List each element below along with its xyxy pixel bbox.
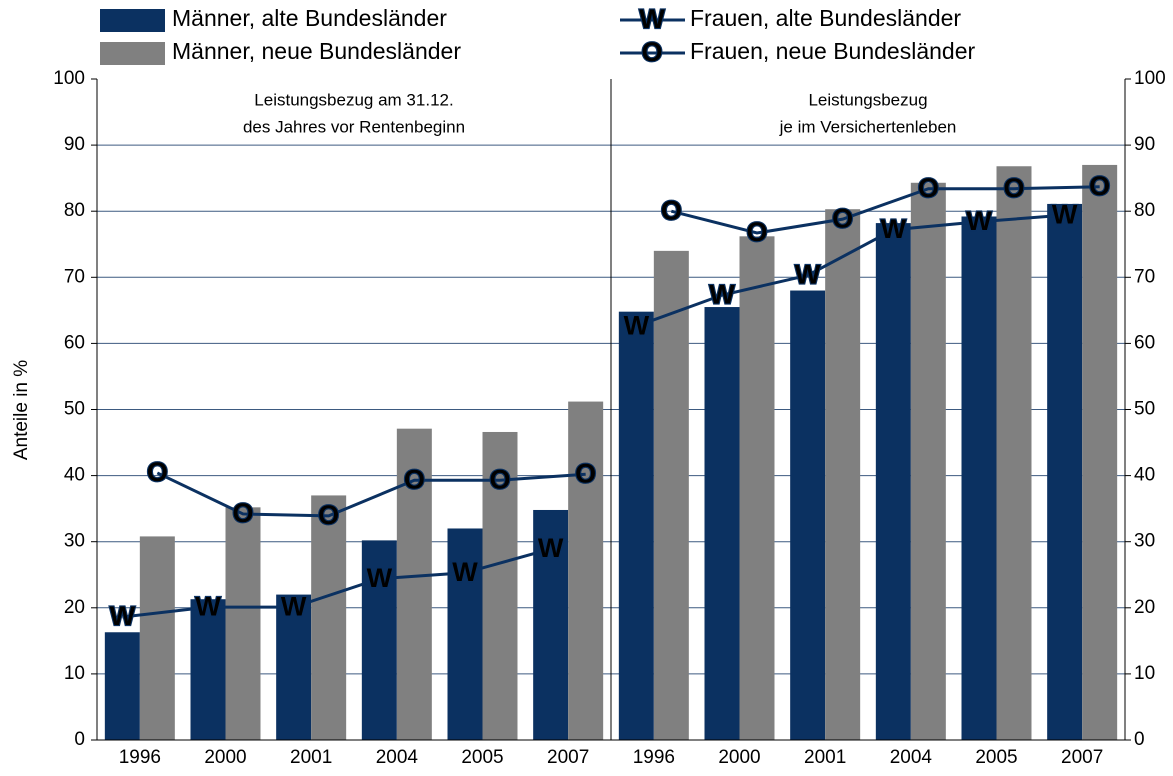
y2-tick-label: 0 <box>1134 729 1145 750</box>
bar <box>704 307 740 740</box>
y-tick-label: 70 <box>64 266 85 287</box>
x-tick-label: 1996 <box>633 747 675 768</box>
line-marker: W <box>709 279 735 309</box>
line-marker: O <box>318 500 339 530</box>
panel-title: Leistungsbezug <box>808 90 927 109</box>
y-axis-label: Anteile in % <box>11 360 32 460</box>
line-marker: W <box>195 591 221 621</box>
line <box>156 471 586 518</box>
bar <box>190 599 226 740</box>
legend-swatch <box>100 42 165 65</box>
bar <box>361 540 397 740</box>
line-marker: W <box>452 557 478 587</box>
y2-tick-label: 90 <box>1134 134 1155 155</box>
y-tick-label: 100 <box>53 68 85 89</box>
legend-label: Frauen, alte Bundesländer <box>690 5 961 31</box>
y2-tick-label: 100 <box>1134 68 1166 89</box>
bar <box>482 431 518 740</box>
bar <box>568 401 604 740</box>
panel-title: des Jahres vor Rentenbeginn <box>243 117 465 136</box>
x-tick-label: 2005 <box>975 747 1017 768</box>
legend-label: Frauen, neue Bundesländer <box>690 38 975 64</box>
x-tick-label: 2007 <box>547 747 589 768</box>
line-marker: W <box>1052 199 1078 229</box>
y-tick-label: 40 <box>64 465 85 486</box>
bar <box>653 250 689 741</box>
y-tick-label: 90 <box>64 134 85 155</box>
y2-tick-label: 80 <box>1134 200 1155 221</box>
bar <box>996 166 1032 740</box>
x-tick-label: 1996 <box>119 747 161 768</box>
x-tick-label: 2004 <box>890 747 933 768</box>
legend-label: Männer, alte Bundesländer <box>172 5 447 31</box>
y-tick-label: 10 <box>64 663 85 684</box>
bar <box>139 536 175 740</box>
bar <box>104 632 140 740</box>
y2-tick-label: 70 <box>1134 266 1155 287</box>
line-marker: W <box>367 563 393 593</box>
y2-tick-label: 30 <box>1134 531 1155 552</box>
line-marker: O <box>1089 171 1110 201</box>
bar <box>447 528 483 740</box>
y-tick-label: 30 <box>64 531 85 552</box>
bar <box>790 290 826 740</box>
y-tick-label: 60 <box>64 332 85 353</box>
legend-label: Männer, neue Bundesländer <box>172 38 461 64</box>
bar <box>533 509 569 740</box>
bar <box>1082 164 1118 740</box>
bar <box>276 594 312 740</box>
line-marker: O <box>232 498 253 528</box>
legend-marker: O <box>641 37 662 67</box>
line-marker: W <box>966 206 992 236</box>
y-tick-label: 20 <box>64 597 85 618</box>
line-marker: O <box>404 464 425 494</box>
line-marker: W <box>881 214 907 244</box>
x-tick-label: 2004 <box>376 747 419 768</box>
x-tick-label: 2000 <box>718 747 760 768</box>
bar <box>910 182 946 741</box>
line-marker: O <box>661 195 682 225</box>
y-tick-label: 50 <box>64 399 85 420</box>
x-tick-label: 2000 <box>204 747 246 768</box>
y2-tick-label: 50 <box>1134 399 1155 420</box>
bar <box>618 311 654 740</box>
line-marker: W <box>538 533 564 563</box>
line-marker: W <box>624 310 650 340</box>
line-marker: O <box>746 217 767 247</box>
bar <box>825 209 861 741</box>
bar <box>1047 203 1083 740</box>
line-marker: W <box>795 259 821 289</box>
line-marker: O <box>147 457 168 487</box>
y2-tick-label: 10 <box>1134 663 1155 684</box>
line-marker: W <box>281 591 307 621</box>
bar <box>875 223 911 740</box>
bar <box>311 495 347 740</box>
y-tick-label: 0 <box>74 729 85 750</box>
bar <box>961 216 997 740</box>
panel-title: je im Versichertenleben <box>779 117 957 136</box>
line-marker: O <box>1003 173 1024 203</box>
y2-tick-label: 60 <box>1134 332 1155 353</box>
bar <box>739 236 775 740</box>
y2-tick-label: 40 <box>1134 465 1155 486</box>
line-marker: O <box>489 464 510 494</box>
line-marker: O <box>575 458 596 488</box>
line <box>670 185 1100 235</box>
x-tick-label: 2005 <box>461 747 503 768</box>
x-tick-label: 2007 <box>1061 747 1103 768</box>
x-tick-label: 2001 <box>290 747 332 768</box>
line-marker: O <box>832 203 853 233</box>
bar <box>225 507 261 740</box>
line-marker: O <box>918 173 939 203</box>
panel-title: Leistungsbezug am 31.12. <box>254 90 453 109</box>
legend-swatch <box>100 9 165 32</box>
line-marker: W <box>110 601 136 631</box>
y2-tick-label: 20 <box>1134 597 1155 618</box>
y-tick-label: 80 <box>64 200 85 221</box>
x-tick-label: 2001 <box>804 747 846 768</box>
line <box>635 213 1065 328</box>
legend-marker: W <box>639 4 665 34</box>
line <box>122 547 552 619</box>
